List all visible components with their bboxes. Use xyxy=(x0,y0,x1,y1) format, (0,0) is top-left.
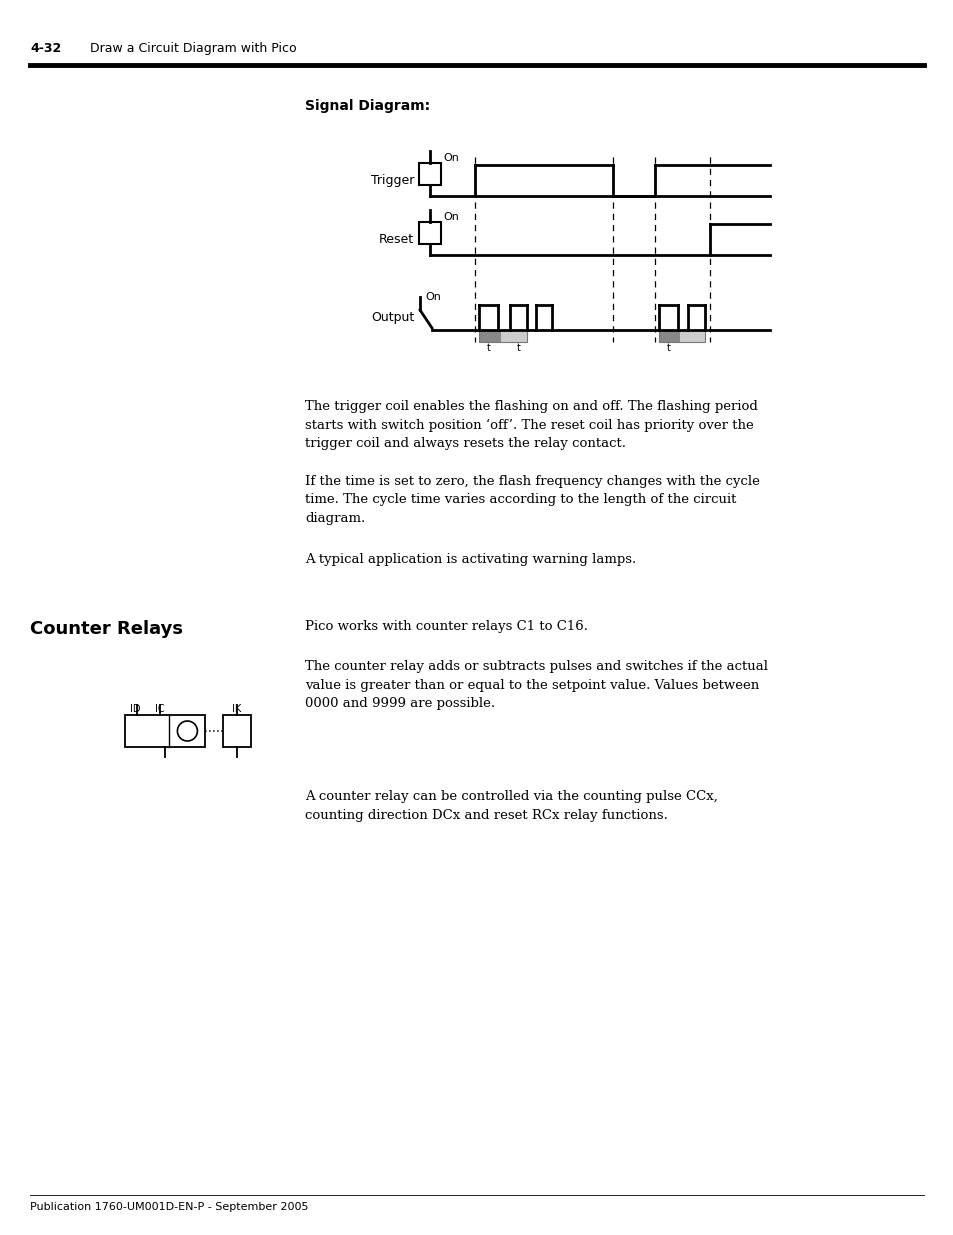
Bar xyxy=(125,715,205,747)
Text: t: t xyxy=(486,343,490,353)
Text: Pico works with counter relays C1 to C16.: Pico works with counter relays C1 to C16… xyxy=(305,620,587,634)
Text: Trigger: Trigger xyxy=(370,174,414,186)
Text: Draw a Circuit Diagram with Pico: Draw a Circuit Diagram with Pico xyxy=(90,42,296,56)
Text: IK: IK xyxy=(233,704,241,714)
Text: The trigger coil enables the flashing on and off. The flashing period
starts wit: The trigger coil enables the flashing on… xyxy=(305,400,757,451)
Text: ID: ID xyxy=(130,704,140,714)
Text: Output: Output xyxy=(372,311,415,324)
Bar xyxy=(418,222,440,245)
Text: If the time is set to zero, the flash frequency changes with the cycle
time. The: If the time is set to zero, the flash fr… xyxy=(305,475,760,525)
Circle shape xyxy=(177,721,197,741)
Bar xyxy=(223,715,251,747)
Text: 4-32: 4-32 xyxy=(30,42,61,56)
Bar xyxy=(679,330,704,342)
Text: Counter Relays: Counter Relays xyxy=(30,620,183,638)
Bar xyxy=(659,330,679,342)
Text: A counter relay can be controlled via the counting pulse CCx,
counting direction: A counter relay can be controlled via th… xyxy=(305,790,717,821)
Text: Publication 1760-UM001D-EN-P - September 2005: Publication 1760-UM001D-EN-P - September… xyxy=(30,1202,308,1212)
Bar xyxy=(478,330,526,342)
Text: IC: IC xyxy=(154,704,165,714)
Bar xyxy=(659,330,704,342)
Bar xyxy=(418,163,440,185)
Text: t: t xyxy=(666,343,670,353)
Text: A typical application is activating warning lamps.: A typical application is activating warn… xyxy=(305,553,636,566)
Text: Signal Diagram:: Signal Diagram: xyxy=(305,99,430,112)
Bar xyxy=(500,330,526,342)
Text: On: On xyxy=(424,291,440,303)
Text: Reset: Reset xyxy=(378,233,414,246)
Text: On: On xyxy=(442,153,458,163)
Bar xyxy=(478,330,500,342)
Text: t: t xyxy=(516,343,520,353)
Text: On: On xyxy=(442,212,458,222)
Text: The counter relay adds or subtracts pulses and switches if the actual
value is g: The counter relay adds or subtracts puls… xyxy=(305,659,767,710)
